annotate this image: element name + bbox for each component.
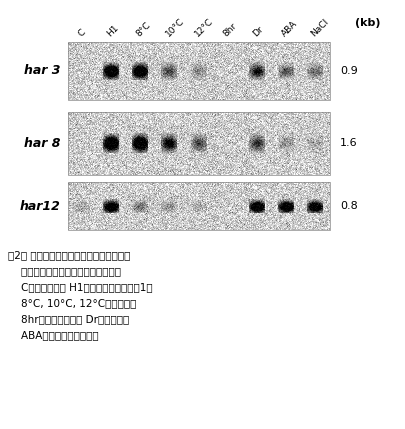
Text: 0.8: 0.8 bbox=[340, 201, 358, 211]
Text: C：無処理　　 H1：ハードニング処焆1日: C：無処理 H1：ハードニング処焆1日 bbox=[8, 282, 153, 292]
Text: 8°C, 10°C, 12°C：低温処理: 8°C, 10°C, 12°C：低温処理 bbox=[8, 298, 136, 308]
Bar bbox=[68, 112, 330, 175]
Text: 及びストレスに対する発現パターン: 及びストレスに対する発現パターン bbox=[8, 266, 121, 276]
Text: 8hr: 8hr bbox=[222, 21, 239, 38]
Text: Dr: Dr bbox=[251, 24, 265, 38]
Text: 8hr：短日処理　　 Dr：乾燥処理: 8hr：短日処理 Dr：乾燥処理 bbox=[8, 314, 129, 324]
Text: H1: H1 bbox=[105, 23, 121, 38]
Bar bbox=[68, 42, 330, 100]
Bar bbox=[68, 182, 330, 230]
Text: har 3: har 3 bbox=[23, 64, 60, 78]
Text: 10°C: 10°C bbox=[164, 16, 185, 38]
Text: C: C bbox=[76, 27, 87, 38]
Text: 12°C: 12°C bbox=[193, 16, 215, 38]
Text: NaCl: NaCl bbox=[309, 17, 330, 38]
Text: (kb): (kb) bbox=[355, 18, 381, 28]
Text: 1.6: 1.6 bbox=[340, 139, 358, 148]
Text: ABA：アブシジン酸処理: ABA：アブシジン酸処理 bbox=[8, 330, 99, 340]
Text: 0.9: 0.9 bbox=[340, 66, 358, 76]
Text: har 8: har 8 bbox=[23, 137, 60, 150]
Text: ABA: ABA bbox=[280, 18, 299, 38]
Text: 図2． ハードニング誤導との関与する処理: 図2． ハードニング誤導との関与する処理 bbox=[8, 250, 130, 260]
Text: 8°C: 8°C bbox=[134, 20, 152, 38]
Text: har12: har12 bbox=[19, 199, 60, 212]
